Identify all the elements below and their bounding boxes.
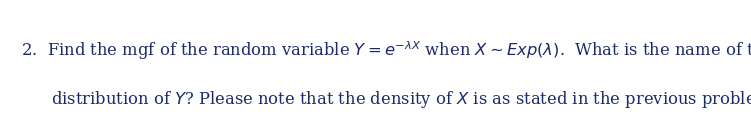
Text: 2.  Find the mgf of the random variable $Y = e^{-\lambda X}$ when $X \sim \mathi: 2. Find the mgf of the random variable $… bbox=[21, 39, 751, 62]
Text: distribution of $Y$? Please note that the density of $X$ is as stated in the pre: distribution of $Y$? Please note that th… bbox=[51, 88, 751, 110]
